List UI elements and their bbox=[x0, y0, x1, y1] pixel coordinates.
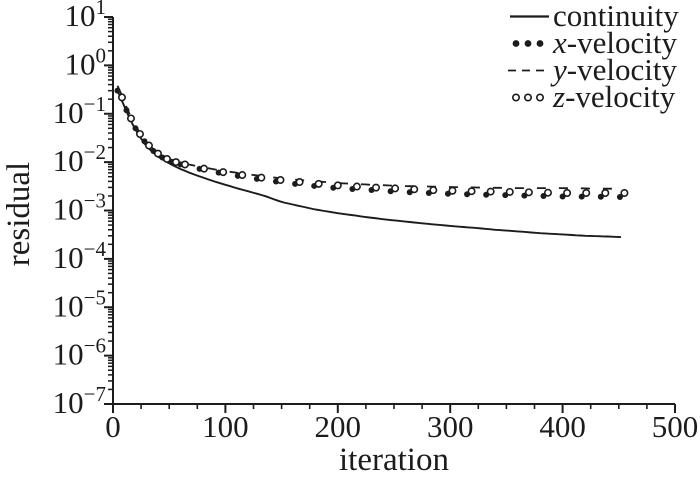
series-z-velocity-marker bbox=[180, 160, 189, 169]
series-z-velocity-marker bbox=[126, 114, 135, 123]
series-x-velocity-marker bbox=[123, 107, 130, 114]
y-tick-label: 101 bbox=[65, 0, 107, 33]
x-tick-label: 300 bbox=[427, 409, 474, 444]
series-continuity-line bbox=[116, 90, 622, 239]
legend-swatch-filled-dot bbox=[524, 40, 532, 47]
y-tick-label: 10−7 bbox=[53, 382, 106, 420]
series-z-velocity-marker bbox=[391, 184, 400, 193]
x-tick-label: 200 bbox=[315, 409, 362, 444]
series-z-velocity-marker bbox=[257, 173, 266, 182]
x-tick-label: 100 bbox=[202, 409, 249, 444]
x-tick-label: 500 bbox=[652, 409, 699, 444]
legend-label-z-velocity: z-velocity bbox=[552, 79, 676, 114]
y-tick-label: 10−1 bbox=[53, 92, 106, 130]
series-z-velocity-marker bbox=[276, 176, 285, 185]
legend-label-y-velocity: y-velocity bbox=[550, 52, 677, 87]
series-z-velocity-marker bbox=[200, 164, 209, 173]
series-z-velocity-marker bbox=[582, 189, 591, 198]
series-z-velocity-marker bbox=[620, 189, 629, 198]
y-tick-label: 10−4 bbox=[53, 237, 107, 275]
series-z-velocity-marker bbox=[448, 186, 457, 195]
series-z-velocity-marker bbox=[524, 188, 533, 197]
series-z-velocity-marker bbox=[238, 171, 247, 180]
legend-swatch-open-circle bbox=[511, 93, 520, 102]
y-tick-label: 100 bbox=[65, 43, 107, 81]
legend-swatch-filled-dot bbox=[536, 40, 544, 47]
series-z-velocity-marker bbox=[153, 149, 162, 158]
y-tick-label: 10−2 bbox=[53, 140, 106, 178]
series-z-velocity-marker bbox=[601, 189, 610, 198]
series-z-velocity-marker bbox=[505, 187, 514, 196]
series-z-velocity-marker bbox=[314, 179, 323, 188]
legend-label-continuity: continuity bbox=[553, 0, 679, 33]
series-z-velocity-marker bbox=[352, 182, 361, 191]
series-z-velocity-marker bbox=[543, 188, 552, 197]
x-axis-title: iteration bbox=[339, 442, 449, 477]
series-z-velocity-marker bbox=[486, 187, 495, 196]
series-z-velocity-marker bbox=[135, 130, 144, 139]
legend-swatch-open-circle bbox=[523, 93, 532, 102]
series-y-velocity-line bbox=[116, 85, 621, 190]
series-z-velocity-marker bbox=[563, 189, 572, 198]
y-tick-label: 10−3 bbox=[53, 189, 106, 227]
y-tick-label: 10−5 bbox=[53, 285, 106, 323]
series-z-velocity-marker bbox=[219, 168, 228, 177]
series-z-velocity-marker bbox=[162, 154, 171, 163]
y-axis-title: residual bbox=[1, 161, 37, 267]
x-tick-label: 400 bbox=[539, 409, 586, 444]
series-z-velocity-marker bbox=[117, 93, 126, 102]
series-z-velocity-marker bbox=[429, 186, 438, 195]
series-z-velocity-marker bbox=[467, 187, 476, 196]
series-z-velocity-marker bbox=[144, 141, 153, 150]
series-z-velocity-marker bbox=[410, 185, 419, 194]
x-tick-label: 0 bbox=[105, 409, 121, 444]
series-x-velocity-marker bbox=[114, 87, 121, 94]
series-z-velocity-marker bbox=[372, 183, 381, 192]
series-z-velocity-marker bbox=[171, 158, 180, 167]
series-x-velocity-marker bbox=[141, 138, 148, 145]
legend-swatch-filled-dot bbox=[512, 40, 520, 47]
legend-swatch-open-circle bbox=[535, 93, 544, 102]
series-x-velocity-marker bbox=[132, 125, 139, 132]
series-z-velocity-marker bbox=[295, 178, 304, 187]
series-z-velocity-marker bbox=[333, 181, 342, 190]
y-tick-label: 10−6 bbox=[53, 334, 106, 372]
legend-label-x-velocity: x-velocity bbox=[552, 25, 677, 60]
